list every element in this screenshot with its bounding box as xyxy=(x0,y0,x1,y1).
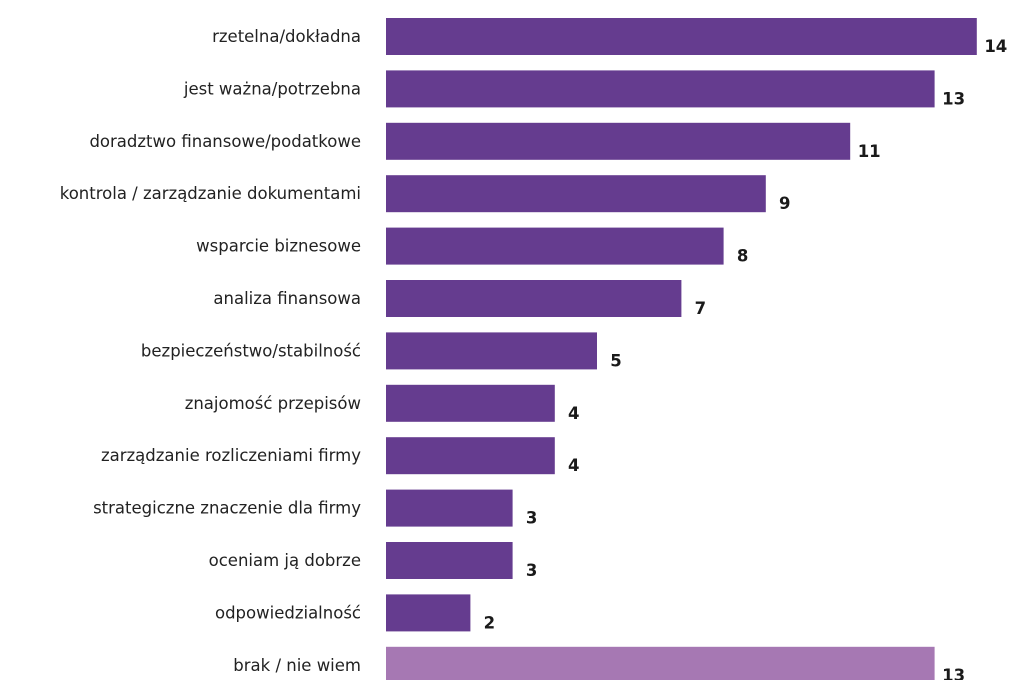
category-label: doradztwo finansowe/podatkowe xyxy=(89,132,361,151)
value-label: 3 xyxy=(526,509,537,528)
bar xyxy=(386,227,724,265)
category-label: jest ważna/potrzebna xyxy=(183,79,361,98)
category-label: strategiczne znaczenie dla firmy xyxy=(93,499,361,518)
category-label: odpowiedzialność xyxy=(215,603,361,622)
value-label: 4 xyxy=(568,404,579,423)
value-label: 9 xyxy=(779,194,790,213)
category-label: oceniam ją dobrze xyxy=(209,551,361,570)
value-label: 4 xyxy=(568,456,579,475)
value-label: 2 xyxy=(484,613,495,632)
category-label: znajomość przepisów xyxy=(185,394,361,413)
category-label: brak / nie wiem xyxy=(233,656,361,675)
category-label: zarządzanie rozliczeniami firmy xyxy=(101,446,361,465)
bar xyxy=(386,280,682,317)
category-label: rzetelna/dokładna xyxy=(212,27,361,46)
bar xyxy=(386,18,977,55)
value-label: 3 xyxy=(526,561,537,580)
value-label: 5 xyxy=(610,351,621,370)
bar xyxy=(386,646,935,680)
bars xyxy=(386,18,977,680)
value-label: 11 xyxy=(858,142,881,161)
bar xyxy=(386,122,851,160)
value-label: 13 xyxy=(942,666,965,680)
category-label: kontrola / zarządzanie dokumentami xyxy=(60,184,361,203)
value-label: 8 xyxy=(737,247,748,266)
category-label: analiza finansowa xyxy=(213,289,361,308)
bar xyxy=(386,70,935,108)
bar xyxy=(386,594,471,632)
value-label: 7 xyxy=(695,299,706,318)
category-label: wsparcie biznesowe xyxy=(196,237,361,256)
value-labels: 14 13 11 9 8 7 5 4 4 3 3 2 13 xyxy=(484,37,1008,680)
bar xyxy=(386,489,513,527)
bar xyxy=(386,437,555,475)
bar xyxy=(386,542,513,579)
bar xyxy=(386,332,597,370)
bar xyxy=(386,175,766,213)
value-label: 14 xyxy=(984,37,1007,56)
bar xyxy=(386,384,555,422)
category-label: bezpieczeństwo/stabilność xyxy=(141,341,361,360)
value-label: 13 xyxy=(942,89,965,108)
category-labels: rzetelna/dokładna jest ważna/potrzebna dor… xyxy=(60,27,361,675)
